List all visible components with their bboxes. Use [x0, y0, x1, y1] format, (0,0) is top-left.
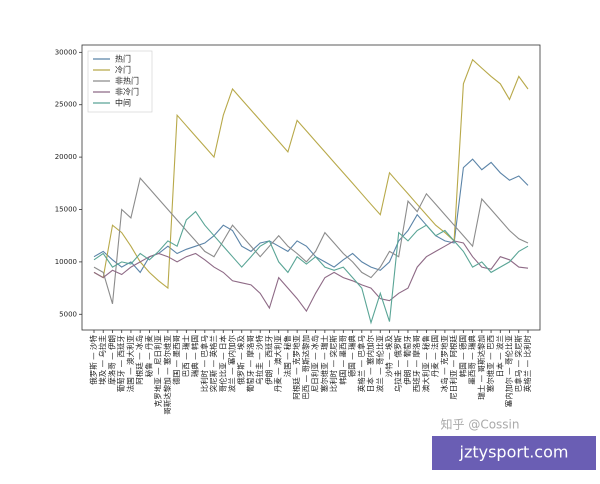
- x-tick-label: 伊朗 — 西班牙: [263, 335, 273, 385]
- legend-label: 非冷门: [115, 87, 139, 97]
- x-tick-label: 墨西哥 — 瑞典: [467, 335, 477, 385]
- x-tick-label: 西班牙 — 摩洛哥: [411, 335, 421, 393]
- x-tick-label: 俄罗斯 — 埃及: [236, 335, 246, 385]
- x-tick-label: 埃及 — 乌拉圭: [97, 335, 107, 385]
- x-tick-label: 冰岛 — 克罗地亚: [439, 335, 449, 393]
- x-tick-label: 乌拉圭 — 俄罗斯: [393, 335, 403, 393]
- series-line: [93, 210, 529, 325]
- x-tick-label: 阿根廷 — 克罗地亚: [291, 335, 301, 400]
- x-tick-label: 巴西 — 哥斯达黎加: [300, 335, 310, 400]
- x-tick-label: 波兰 — 哥伦比亚: [374, 335, 384, 393]
- x-tick-label: 葡萄牙 — 摩洛哥: [245, 335, 255, 393]
- x-tick-label: 伊朗 — 葡萄牙: [402, 335, 412, 385]
- legend-label: 中间: [115, 98, 131, 108]
- x-tick-label: 尼日利亚 — 冰岛: [310, 335, 320, 392]
- x-tick-label: 秘鲁 — 丹麦: [143, 335, 153, 378]
- badge-box: [432, 436, 596, 470]
- x-tick-label: 葡萄牙 — 西班牙: [116, 335, 126, 393]
- series-line: [93, 58, 529, 290]
- series-line: [93, 176, 529, 304]
- x-tick-label: 沙特 — 埃及: [383, 335, 393, 378]
- x-tick-label: 法国 — 秘鲁: [282, 335, 292, 377]
- x-tick-label: 英格兰 — 巴拿马: [356, 335, 366, 392]
- x-tick-label: 塞尔维亚 — 瑞士: [319, 335, 329, 393]
- y-tick-label: 30000: [55, 48, 77, 56]
- x-tick-label: 德国 — 墨西哥: [171, 335, 181, 385]
- legend-label: 冷门: [115, 65, 131, 75]
- x-tick-label: 日本 — 波兰: [494, 335, 504, 378]
- x-tick-label: 突尼斯 — 英格兰: [208, 335, 218, 393]
- series-line: [93, 240, 529, 313]
- x-tick-label: 比利时 — 突尼斯: [328, 335, 338, 393]
- x-tick-label: 哥斯达黎加 — 塞尔维亚: [162, 335, 172, 415]
- x-tick-label: 日本 — 塞内加尔: [365, 335, 375, 393]
- series-line: [93, 158, 529, 274]
- x-tick-label: 俄罗斯 — 沙特: [88, 335, 98, 385]
- x-tick-label: 丹麦 — 法国: [430, 335, 440, 377]
- x-tick-label: 澳大利亚 — 秘鲁: [420, 335, 430, 392]
- x-tick-label: 波兰 — 塞内加尔: [227, 335, 237, 393]
- x-tick-label: 乌拉圭 — 沙特: [254, 335, 264, 385]
- badge-text: jztysport.com: [459, 443, 569, 462]
- x-tick-label: 塞尔维亚 — 巴西: [485, 335, 495, 393]
- x-tick-label: 德国 — 瑞典: [347, 335, 357, 378]
- x-tick-label: 哥伦比亚 — 日本: [217, 335, 227, 393]
- legend-label: 非热门: [115, 76, 139, 86]
- watermark: 知乎 @Cossin: [441, 418, 520, 432]
- x-tick-label: 阿根廷 — 冰岛: [134, 335, 144, 385]
- y-tick-label: 10000: [55, 258, 77, 266]
- x-tick-label: 瑞典 — 韩国: [190, 335, 200, 377]
- legend-label: 热门: [115, 54, 131, 64]
- y-tick-label: 15000: [55, 206, 77, 214]
- x-tick-label: 克罗地亚 — 尼日利亚: [153, 335, 163, 408]
- plot-frame: [81, 44, 541, 331]
- y-tick-label: 5000: [59, 310, 77, 318]
- x-tick-label: 比利时 — 巴拿马: [199, 335, 209, 392]
- y-tick-label: 25000: [55, 101, 77, 109]
- x-tick-label: 巴西 — 瑞士: [180, 335, 190, 378]
- x-tick-label: 英格兰 — 比利时: [522, 335, 532, 393]
- x-tick-label: 摩洛哥 — 伊朗: [106, 335, 116, 385]
- x-tick-label: 巴拿马 — 突尼斯: [513, 335, 523, 393]
- x-tick-label: 韩国 — 德国: [457, 335, 467, 377]
- x-tick-label: 丹麦 — 澳大利亚: [273, 335, 283, 393]
- x-tick-label: 韩国 — 墨西哥: [337, 335, 347, 385]
- y-tick-label: 20000: [55, 153, 77, 161]
- x-tick-label: 瑞士 — 哥斯达黎加: [476, 335, 486, 400]
- x-tick-label: 法国 — 澳大利亚: [125, 335, 135, 393]
- x-tick-label: 尼日利亚 — 阿根廷: [448, 335, 458, 400]
- x-tick-label: 塞内加尔 — 哥伦比亚: [504, 335, 514, 408]
